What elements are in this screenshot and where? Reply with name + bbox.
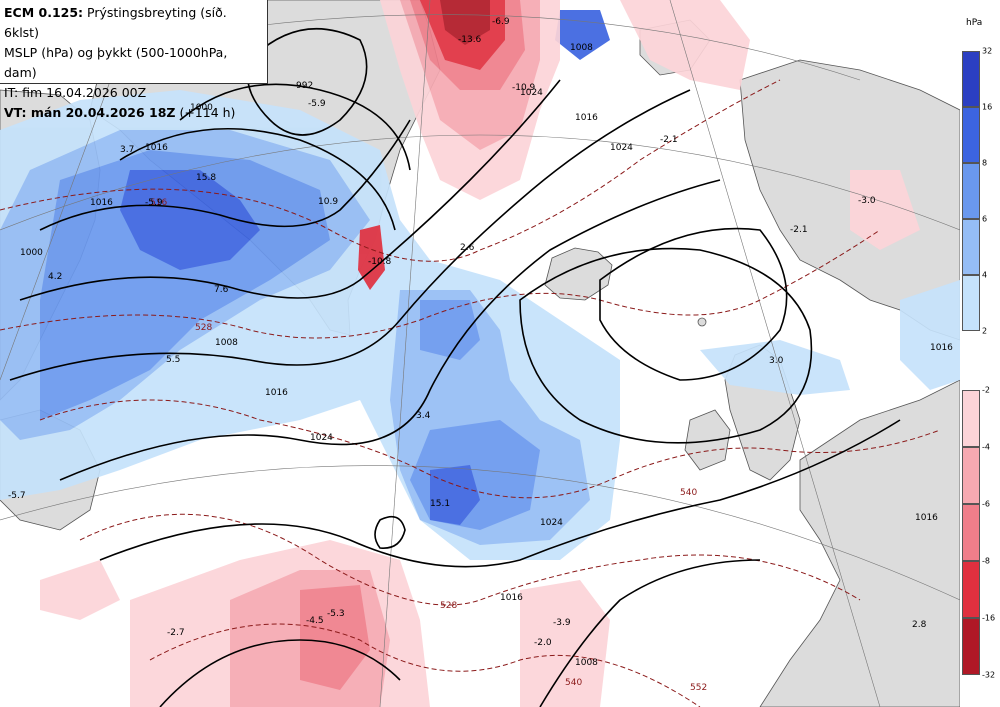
thickness-label: 528: [195, 323, 212, 333]
value-label: 15.8: [196, 173, 216, 183]
fall-colorbar-label: -6: [982, 499, 990, 509]
value-labels: -5.9 -13.6 -6.9 -10.9 -2.1 -3.0 -2.1 3.7…: [8, 17, 927, 648]
isobar-labels: 1008 992 1000 1016 1016 1024 1024 1016 1…: [20, 43, 953, 668]
legend-unit: hPa: [966, 18, 983, 28]
value-label: -2.7: [167, 628, 185, 638]
rise-colorbar-label: 4: [982, 270, 988, 280]
value-label: 15.1: [430, 499, 450, 509]
rise-colorbar-label: 2: [982, 326, 988, 336]
lead-time: (+114 h): [179, 105, 236, 120]
field-name: Prýstingsbreyting (síð. 6klst): [4, 5, 227, 40]
fall-colorbar-cell: [962, 390, 980, 447]
thickness-label: 540: [565, 678, 582, 688]
value-label: -2.0: [534, 638, 552, 648]
ireland: [684, 409, 731, 471]
isobar-label: 1008: [215, 338, 238, 348]
rise-colorbar-cell: [962, 107, 980, 163]
thickness-label: 528: [440, 601, 457, 611]
isobar-label: 1016: [500, 593, 523, 603]
thickness-labels: 528 540 552 540 528 516: [150, 198, 707, 693]
isobar-label: 1016: [575, 113, 598, 123]
value-label: 10.9: [318, 197, 338, 207]
value-label: -5.9: [145, 198, 163, 208]
isobar-label: 1008: [575, 658, 598, 668]
pressure-rise-layer: [0, 10, 960, 560]
init-time: IT: fim 16.04.2026 00Z: [4, 85, 147, 100]
pressure-fall-layer: [40, 0, 920, 707]
fall-colorbar-cell: [962, 504, 980, 561]
isobar-label: 1024: [310, 433, 333, 443]
subtitle-line: MSLP (hPa) og þykkt (500-1000hPa, dam): [4, 45, 228, 80]
rise-colorbar-cell: [962, 219, 980, 275]
isobar-label: 1016: [90, 198, 113, 208]
fall-colorbar-label: -16: [982, 613, 996, 623]
value-label: 2.8: [912, 620, 927, 630]
isobar-label: 1000: [20, 248, 43, 258]
value-label: -10.8: [368, 257, 392, 267]
fall-colorbar-label: -2: [982, 385, 990, 395]
thickness-label: 516: [150, 198, 167, 208]
value-label: 2.6: [460, 243, 475, 253]
value-label: -13.6: [458, 35, 482, 45]
isobar-label: 1016: [930, 343, 953, 353]
rise-colorbar-label: 16: [982, 102, 993, 112]
isobar-label: 1000: [190, 103, 213, 113]
rise-colorbar-label: 32: [982, 46, 993, 56]
isobar-label: 992: [296, 81, 313, 91]
isobar-label: 1024: [610, 143, 633, 153]
fall-colorbar-label: -8: [982, 556, 990, 566]
fall-colorbar-label: -32: [982, 670, 996, 680]
value-label: -5.9: [308, 99, 326, 109]
value-label: 3.4: [416, 411, 431, 421]
model-name: ECM 0.125:: [4, 5, 84, 20]
rise-colorbar-cell: [962, 163, 980, 219]
value-label: -3.0: [858, 196, 876, 206]
value-label: 5.5: [166, 355, 180, 365]
isobar-label: 1008: [570, 43, 593, 53]
rise-colorbar-label: 8: [982, 158, 988, 168]
thickness-label: 552: [690, 683, 707, 693]
value-label: -6.9: [492, 17, 510, 27]
fall-colorbar-label: -4: [982, 442, 990, 452]
valid-line: VT: mán 20.04.2026 18Z (+114 h): [4, 103, 263, 123]
value-label: 7.6: [214, 285, 229, 295]
isobar-label: 1024: [540, 518, 563, 528]
isobar-label: 1016: [145, 143, 168, 153]
thickness-contours: [0, 79, 941, 707]
fall-colorbar-cell: [962, 447, 980, 504]
value-label: 4.2: [48, 272, 62, 282]
europe: [759, 379, 960, 707]
map-panel: 1008 992 1000 1016 1016 1024 1024 1016 1…: [0, 0, 960, 707]
fall-colorbar-cell: [962, 618, 980, 675]
isobars: [9, 28, 901, 707]
rise-colorbar-cell: [962, 275, 980, 331]
value-label: -4.5: [306, 616, 324, 626]
fall-colorbar-cell: [962, 561, 980, 618]
value-label: 3.0: [769, 356, 784, 366]
isobar-label: 1024: [520, 88, 543, 98]
rise-colorbar-cell: [962, 51, 980, 107]
iceland: [544, 247, 613, 301]
chart-info-box: ECM 0.125: Prýstingsbreyting (síð. 6klst…: [0, 0, 268, 120]
thickness-label: 540: [680, 488, 697, 498]
rise-colorbar-label: 6: [982, 214, 988, 224]
value-label: -10.9: [512, 83, 536, 93]
value-label: -5.3: [327, 609, 345, 619]
map-svg: 1008 992 1000 1016 1016 1024 1024 1016 1…: [0, 0, 960, 707]
value-label: -5.7: [8, 491, 26, 501]
isobar-label: 1016: [915, 513, 938, 523]
isobar-label: 1016: [265, 388, 288, 398]
value-label: 3.7: [120, 145, 134, 155]
value-label: -2.1: [660, 135, 678, 145]
value-label: -2.1: [790, 225, 808, 235]
value-label: -3.9: [553, 618, 571, 628]
valid-time: VT: mán 20.04.2026 18Z: [4, 105, 176, 120]
colorbar-legend: hPa 32 16 8 6 4 2 -2 -4 -6 -8 -16 -32: [960, 0, 1000, 707]
title-line: ECM 0.125: Prýstingsbreyting (síð. 6klst…: [4, 3, 263, 43]
